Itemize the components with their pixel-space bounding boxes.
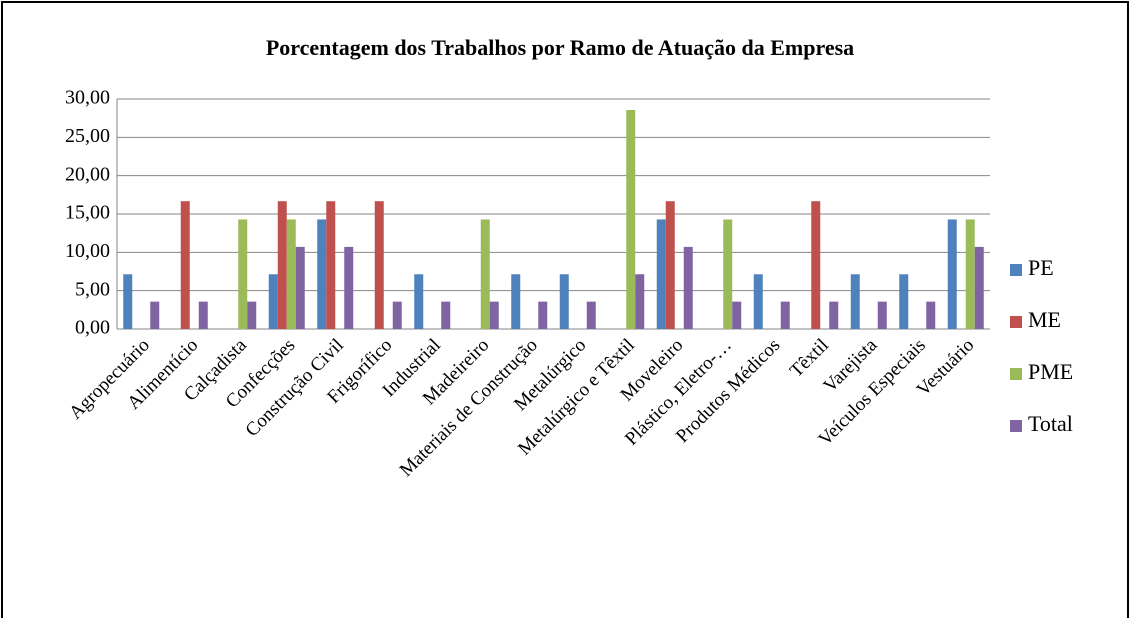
bar bbox=[947, 219, 957, 329]
bar bbox=[511, 274, 521, 329]
y-tick-label: 0,00 bbox=[75, 317, 110, 339]
bar bbox=[247, 301, 257, 329]
bar bbox=[286, 219, 296, 329]
bar bbox=[626, 109, 636, 329]
bar bbox=[180, 201, 190, 329]
bar bbox=[586, 301, 596, 329]
y-tick-label: 30,00 bbox=[65, 87, 110, 109]
bar bbox=[732, 301, 742, 329]
bar bbox=[665, 201, 675, 329]
y-tick-label: 15,00 bbox=[65, 202, 110, 224]
bar bbox=[811, 201, 821, 329]
bar bbox=[829, 301, 839, 329]
bar bbox=[723, 219, 733, 329]
y-tick-label: 20,00 bbox=[65, 163, 110, 185]
y-tick-label: 10,00 bbox=[65, 240, 110, 262]
legend-swatch bbox=[1010, 316, 1022, 328]
legend-label: PE bbox=[1028, 255, 1054, 280]
bar bbox=[877, 301, 887, 329]
bar bbox=[295, 246, 305, 329]
bar bbox=[974, 246, 984, 329]
bar bbox=[538, 301, 548, 329]
legend-swatch bbox=[1010, 264, 1022, 276]
legend-swatch bbox=[1010, 368, 1022, 380]
bar bbox=[926, 301, 936, 329]
bar bbox=[414, 274, 424, 329]
legend-swatch bbox=[1010, 420, 1022, 432]
legend-label: ME bbox=[1028, 307, 1061, 332]
chart-title: Porcentagem dos Trabalhos por Ramo de At… bbox=[266, 35, 854, 60]
y-tick-label: 25,00 bbox=[65, 125, 110, 147]
bar bbox=[780, 301, 790, 329]
bar bbox=[441, 301, 451, 329]
bar bbox=[965, 219, 975, 329]
bar bbox=[317, 219, 327, 329]
bar bbox=[150, 301, 160, 329]
bar bbox=[344, 246, 354, 329]
bar bbox=[198, 301, 208, 329]
bar bbox=[123, 274, 133, 329]
bar bbox=[635, 274, 645, 329]
bar bbox=[392, 301, 402, 329]
bar bbox=[489, 301, 499, 329]
bar bbox=[238, 219, 248, 329]
bar bbox=[480, 219, 490, 329]
legend-label: PME bbox=[1028, 359, 1073, 384]
bar bbox=[268, 274, 278, 329]
bar bbox=[277, 201, 287, 329]
bar bbox=[899, 274, 909, 329]
bar bbox=[683, 246, 693, 329]
bar bbox=[326, 201, 336, 329]
bar bbox=[753, 274, 763, 329]
bar bbox=[559, 274, 569, 329]
legend-label: Total bbox=[1028, 411, 1073, 436]
bar bbox=[656, 219, 666, 329]
bar bbox=[374, 201, 384, 329]
y-tick-label: 5,00 bbox=[75, 278, 110, 300]
bar bbox=[850, 274, 860, 329]
